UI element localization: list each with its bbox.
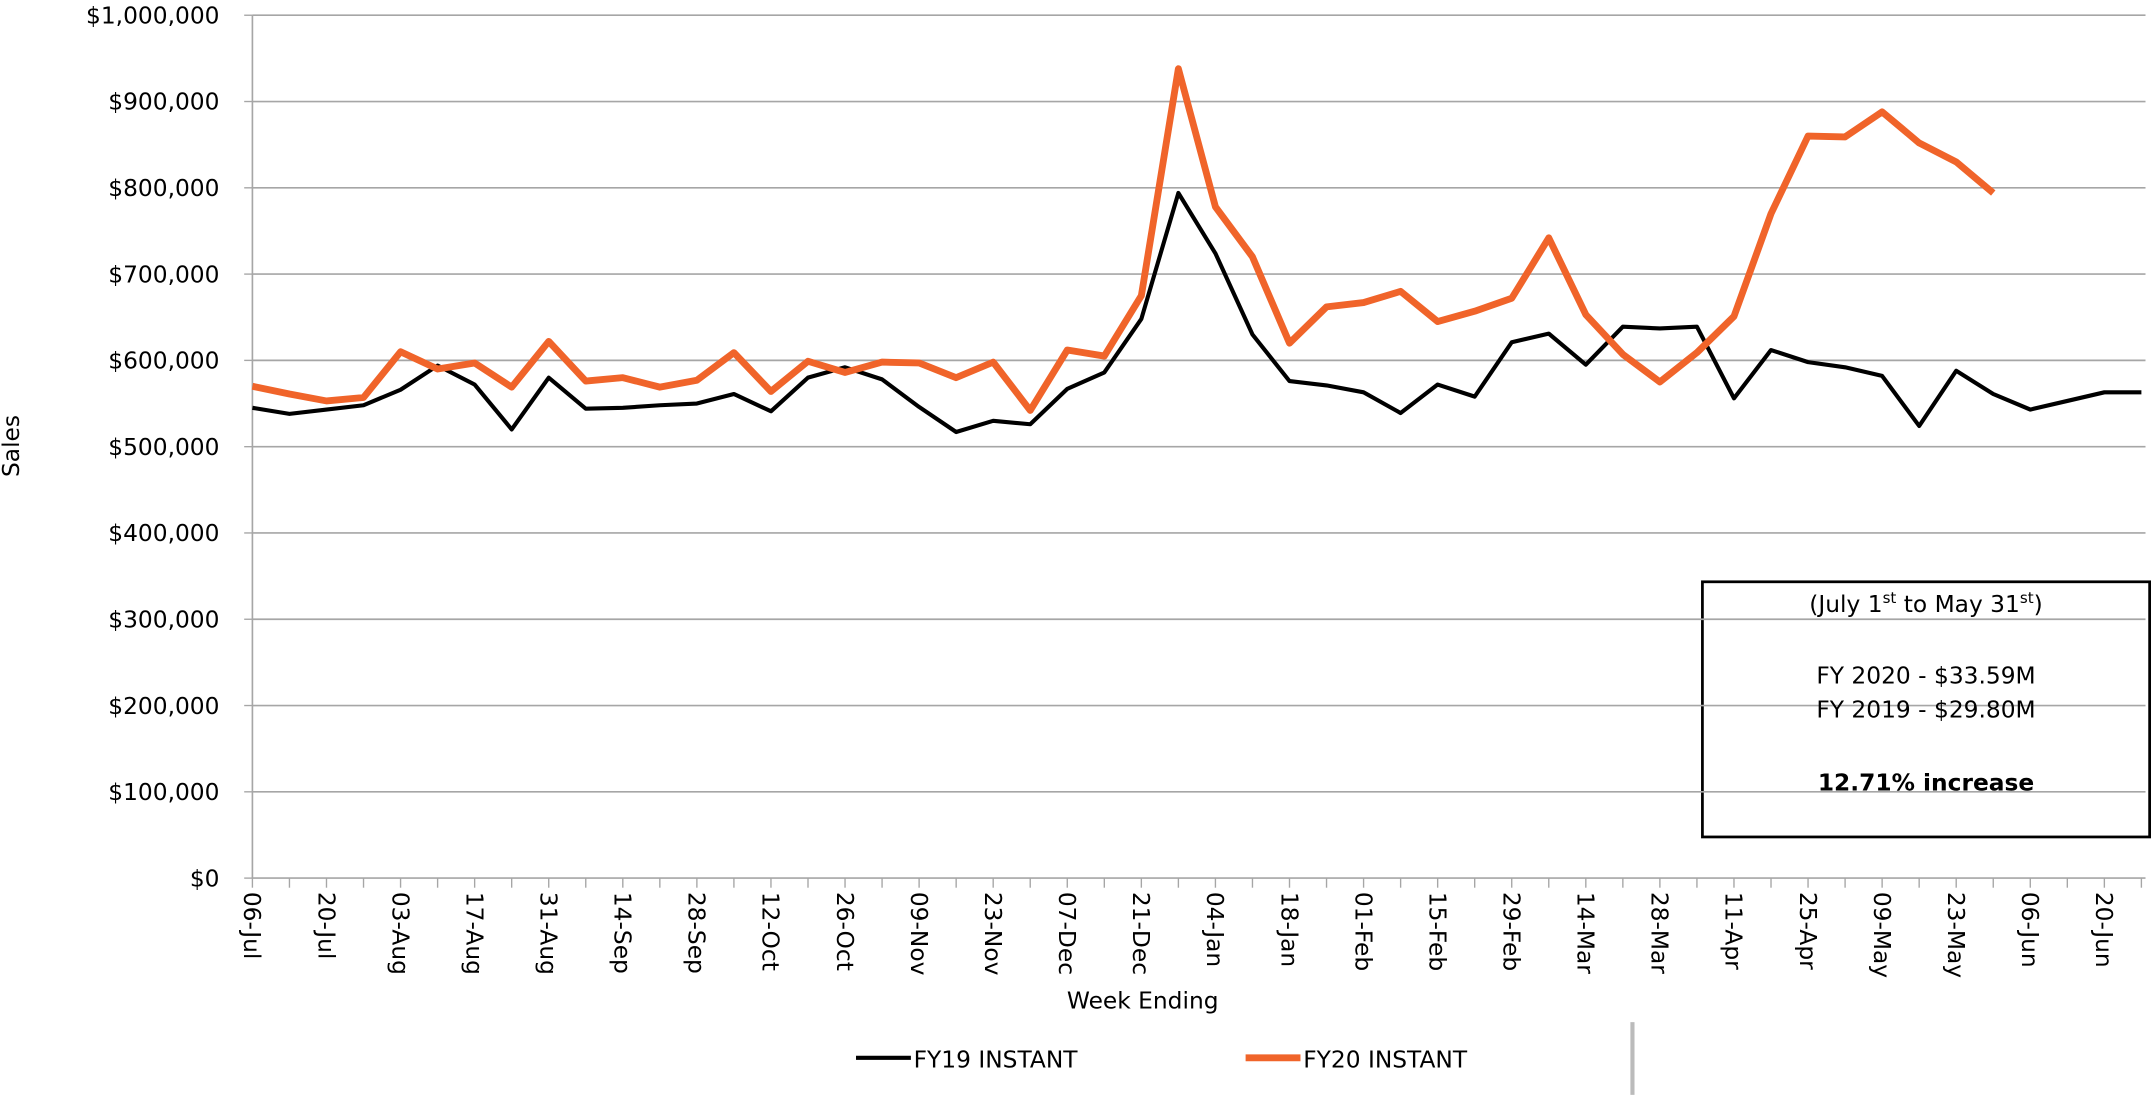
x-tick-label: 28-Sep [683, 892, 710, 974]
annotation-increase: 12.71% increase [1818, 769, 2034, 796]
annotation-fy2019: FY 2019 - $29.80M [1816, 697, 2035, 724]
annotation-box [1701, 580, 2151, 839]
y-tick-label: $300,000 [108, 606, 219, 633]
x-tick-label: 29-Feb [1498, 892, 1525, 971]
annotation-period-part: (July 1 [1809, 591, 1882, 618]
legend-label: FY19 INSTANT [914, 1046, 1079, 1073]
x-tick-label: 18-Jan [1275, 892, 1302, 967]
x-tick-label: 21-Dec [1127, 892, 1154, 975]
x-tick-label: 25-Apr [1794, 892, 1821, 970]
x-tick-label: 14-Sep [609, 892, 636, 974]
annotation-period-part: ) [2034, 591, 2043, 618]
x-tick-label: 01-Feb [1349, 892, 1376, 971]
x-tick-label: 15-Feb [1423, 892, 1450, 971]
y-tick-label: $0 [190, 865, 220, 892]
x-tick-label: 09-Nov [905, 892, 932, 976]
x-tick-label: 12-Oct [757, 892, 784, 971]
annotation-period: (July 1st to May 31st) [1809, 589, 2042, 618]
y-tick-label: $100,000 [108, 779, 219, 806]
x-tick-label: 31-Aug [534, 892, 561, 975]
x-tick-label: 11-Apr [1720, 892, 1747, 970]
y-tick-label: $600,000 [108, 348, 219, 375]
legend-label: FY20 INSTANT [1303, 1046, 1468, 1073]
x-tick-label: 06-Jun [2016, 892, 2043, 968]
x-axis-title: Week Ending [1067, 987, 1219, 1014]
y-tick-label: $1,000,000 [86, 2, 219, 29]
y-tick-label: $700,000 [108, 261, 219, 288]
series-line [251, 65, 1996, 414]
y-tick-label: $500,000 [108, 434, 219, 461]
x-tick-label: 23-May [1942, 892, 1969, 978]
x-tick-label: 23-Nov [979, 892, 1006, 976]
annotation-period-part: to May 31 [1896, 591, 2020, 618]
x-tick-label: 20-Jun [2090, 892, 2117, 968]
x-tick-label: 09-May [1868, 892, 1895, 978]
x-tick-label: 17-Aug [460, 892, 487, 975]
x-tick-label: 14-Mar [1572, 892, 1599, 974]
y-axis-title: Sales [0, 415, 25, 477]
x-tick-label: 26-Oct [831, 892, 858, 971]
x-tick-label: 06-Jul [238, 892, 265, 960]
x-tick-label: 03-Aug [386, 892, 413, 975]
x-tick-label: 04-Jan [1201, 892, 1228, 967]
x-tick-label: 07-Dec [1053, 892, 1080, 975]
x-tick-label: 28-Mar [1646, 892, 1673, 974]
y-tick-label: $400,000 [108, 520, 219, 547]
annotation-fy2020: FY 2020 - $33.59M [1816, 662, 2035, 689]
series-line [252, 190, 2142, 435]
annotation-period-part: st [2020, 589, 2034, 607]
y-tick-label: $800,000 [108, 175, 219, 202]
x-tick-label: 20-Jul [312, 892, 339, 960]
y-tick-label: $200,000 [108, 693, 219, 720]
annotation-period-part: st [1883, 589, 1897, 607]
y-tick-label: $900,000 [108, 89, 219, 116]
legend-box [716, 1022, 1633, 1095]
